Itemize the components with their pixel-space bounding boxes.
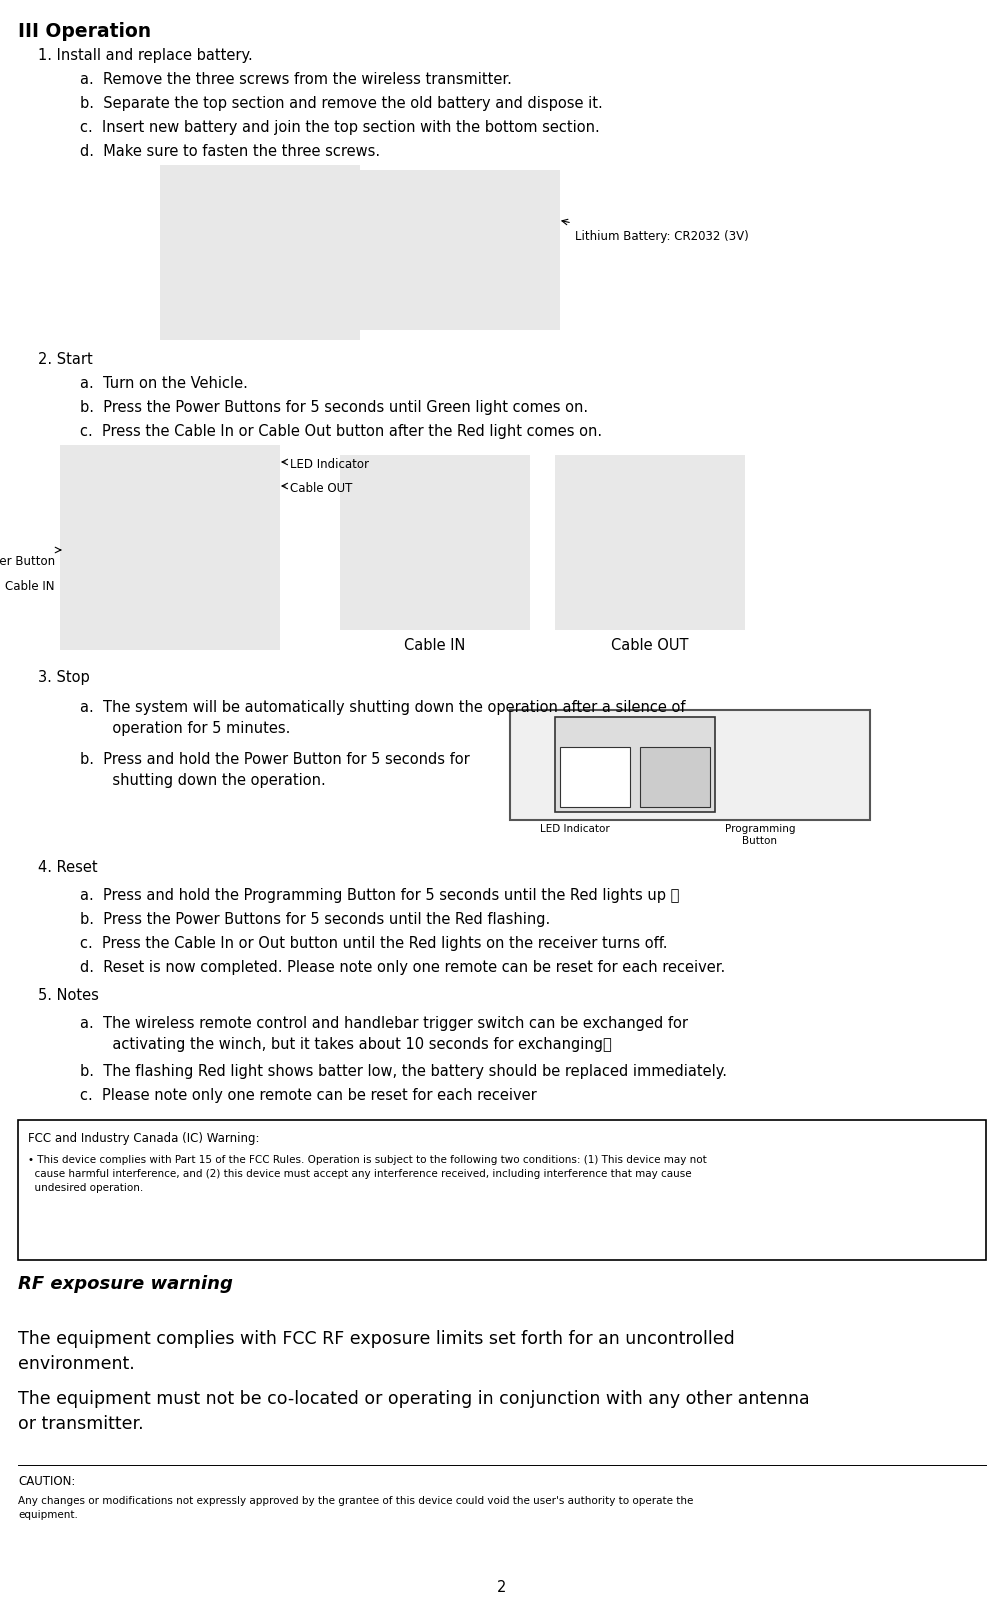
Text: Cable IN: Cable IN (5, 580, 55, 592)
Bar (560, 747, 629, 806)
Text: 4. Reset: 4. Reset (38, 861, 97, 875)
Text: FCC and Industry Canada (IC) Warning:: FCC and Industry Canada (IC) Warning: (28, 1132, 259, 1145)
Text: Programming
Button: Programming Button (724, 824, 794, 845)
Bar (360, 169, 560, 331)
Text: c.  Press the Cable In or Cable Out button after the Red light comes on.: c. Press the Cable In or Cable Out butto… (80, 423, 602, 439)
Text: c.  Please note only one remote can be reset for each receiver: c. Please note only one remote can be re… (80, 1088, 537, 1104)
Text: 5. Notes: 5. Notes (38, 989, 98, 1003)
Text: b.  Separate the top section and remove the old battery and dispose it.: b. Separate the top section and remove t… (80, 96, 602, 112)
Text: LED Indicator: LED Indicator (290, 458, 369, 471)
Text: 2: 2 (496, 1579, 507, 1595)
Text: The equipment complies with FCC RF exposure limits set forth for an uncontrolled: The equipment complies with FCC RF expos… (18, 1330, 734, 1373)
Text: CAUTION:: CAUTION: (18, 1476, 75, 1488)
Bar (159, 164, 360, 340)
Bar (555, 455, 744, 629)
Text: 3. Stop: 3. Stop (38, 671, 89, 685)
Text: 1. Install and replace battery.: 1. Install and replace battery. (38, 48, 253, 62)
Text: a.  Remove the three screws from the wireless transmitter.: a. Remove the three screws from the wire… (80, 72, 512, 86)
Bar (340, 455, 530, 629)
Text: d.  Reset is now completed. Please note only one remote can be reset for each re: d. Reset is now completed. Please note o… (80, 960, 724, 976)
Text: Lithium Battery: CR2032 (3V): Lithium Battery: CR2032 (3V) (575, 230, 748, 243)
Text: The equipment must not be co-located or operating in conjunction with any other : The equipment must not be co-located or … (18, 1389, 808, 1433)
Bar (510, 711, 870, 819)
Text: III Operation: III Operation (18, 22, 151, 42)
Text: d.  Make sure to fasten the three screws.: d. Make sure to fasten the three screws. (80, 144, 380, 160)
Text: RF exposure warning: RF exposure warning (18, 1274, 233, 1294)
Bar (555, 717, 714, 811)
Text: c.  Insert new battery and join the top section with the bottom section.: c. Insert new battery and join the top s… (80, 120, 599, 136)
Bar (60, 446, 280, 650)
Text: a.  The wireless remote control and handlebar trigger switch can be exchanged fo: a. The wireless remote control and handl… (80, 1016, 687, 1052)
Text: Power Button: Power Button (0, 556, 55, 569)
Text: a.  Turn on the Vehicle.: a. Turn on the Vehicle. (80, 375, 248, 391)
Text: Any changes or modifications not expressly approved by the grantee of this devic: Any changes or modifications not express… (18, 1496, 693, 1520)
Bar (639, 747, 709, 806)
Text: a.  The system will be automatically shutting down the operation after a silence: a. The system will be automatically shut… (80, 699, 685, 736)
Text: a.  Press and hold the Programming Button for 5 seconds until the Red lights up : a. Press and hold the Programming Button… (80, 888, 679, 902)
Text: Cable OUT: Cable OUT (290, 482, 352, 495)
Text: c.  Press the Cable In or Out button until the Red lights on the receiver turns : c. Press the Cable In or Out button unti… (80, 936, 667, 950)
Text: Cable OUT: Cable OUT (611, 637, 688, 653)
Text: b.  Press the Power Buttons for 5 seconds until the Red flashing.: b. Press the Power Buttons for 5 seconds… (80, 912, 550, 926)
Text: • This device complies with Part 15 of the FCC Rules. Operation is subject to th: • This device complies with Part 15 of t… (28, 1155, 706, 1193)
Text: LED Indicator: LED Indicator (540, 824, 609, 834)
Text: b.  The flashing Red light shows batter low, the battery should be replaced imme: b. The flashing Red light shows batter l… (80, 1064, 726, 1080)
Text: 2. Start: 2. Start (38, 351, 92, 367)
Bar (18, 1119, 985, 1260)
Text: b.  Press and hold the Power Button for 5 seconds for
       shutting down the o: b. Press and hold the Power Button for 5… (80, 752, 469, 787)
Text: Cable IN: Cable IN (404, 637, 465, 653)
Text: b.  Press the Power Buttons for 5 seconds until Green light comes on.: b. Press the Power Buttons for 5 seconds… (80, 399, 588, 415)
